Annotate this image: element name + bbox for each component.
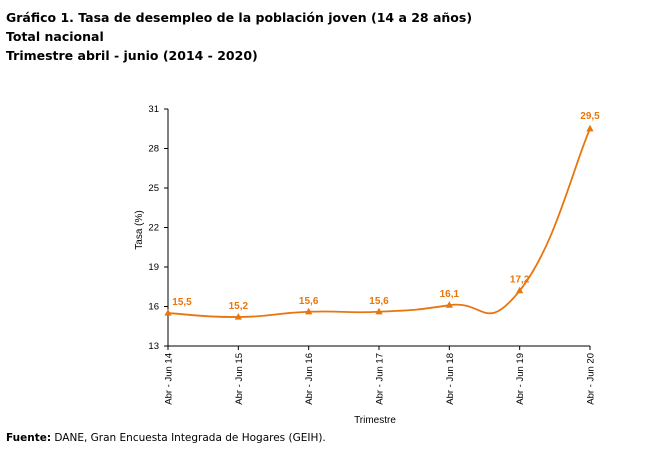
data-label: 16,1 bbox=[440, 289, 460, 300]
series-line bbox=[167, 128, 591, 318]
x-tick-label: Abr - Jun 17 bbox=[375, 353, 386, 405]
chart-subtitle-region: Total nacional bbox=[6, 29, 104, 44]
series-unemployment-rate: 15,5 15,2 15,6 15,6 16,1 17,2 29,5 bbox=[164, 111, 600, 320]
data-point-marker bbox=[234, 313, 242, 320]
y-tick-label: 13 bbox=[148, 341, 159, 352]
x-tick-label: Abr - Jun 20 bbox=[586, 353, 597, 405]
data-label: 15,5 bbox=[172, 297, 192, 308]
y-tick-label: 25 bbox=[148, 183, 159, 194]
chart-title: Gráfico 1. Tasa de desempleo de la pobla… bbox=[6, 10, 473, 25]
data-label: 29,5 bbox=[580, 111, 600, 122]
data-label: 15,2 bbox=[229, 301, 249, 312]
x-tick-label: Abr - Jun 14 bbox=[164, 353, 175, 405]
data-point-marker bbox=[164, 309, 172, 316]
y-axis-title: Tasa (%) bbox=[134, 210, 145, 249]
x-tick-label: Abr - Jun 15 bbox=[234, 353, 245, 405]
x-axis-title: Trimestre bbox=[354, 415, 396, 426]
source-note: Fuente: DANE, Gran Encuesta Integrada de… bbox=[6, 432, 326, 444]
y-tick-label: 16 bbox=[148, 302, 159, 313]
source-label: Fuente: bbox=[6, 432, 52, 444]
data-point-marker bbox=[375, 307, 383, 315]
data-point-marker bbox=[445, 301, 453, 308]
y-tick-label: 19 bbox=[148, 262, 159, 273]
data-label: 15,6 bbox=[369, 296, 389, 307]
x-tick-label: Abr - Jun 18 bbox=[445, 353, 456, 405]
y-tick-label: 31 bbox=[148, 104, 159, 115]
data-point-marker bbox=[305, 307, 313, 315]
y-tick-label: 28 bbox=[148, 144, 159, 155]
chart-titles: Gráfico 1. Tasa de desempleo de la pobla… bbox=[6, 8, 472, 65]
chart-subtitle-period: Trimestre abril - junio (2014 - 2020) bbox=[6, 48, 258, 63]
data-label: 17,2 bbox=[510, 275, 530, 286]
data-label: 15,6 bbox=[299, 296, 319, 307]
data-point-marker bbox=[516, 286, 524, 294]
data-point-marker bbox=[586, 124, 594, 132]
x-tick-label: Abr - Jun 16 bbox=[304, 353, 315, 405]
y-tick-label: 22 bbox=[148, 223, 159, 234]
source-text: DANE, Gran Encuesta Integrada de Hogares… bbox=[51, 432, 326, 444]
x-tick-label: Abr - Jun 19 bbox=[515, 353, 526, 405]
x-axis: Abr - Jun 14 Abr - Jun 15 Abr - Jun 16 Abr … bbox=[164, 345, 597, 405]
y-axis: 13 16 19 22 25 28 31 bbox=[148, 104, 169, 352]
